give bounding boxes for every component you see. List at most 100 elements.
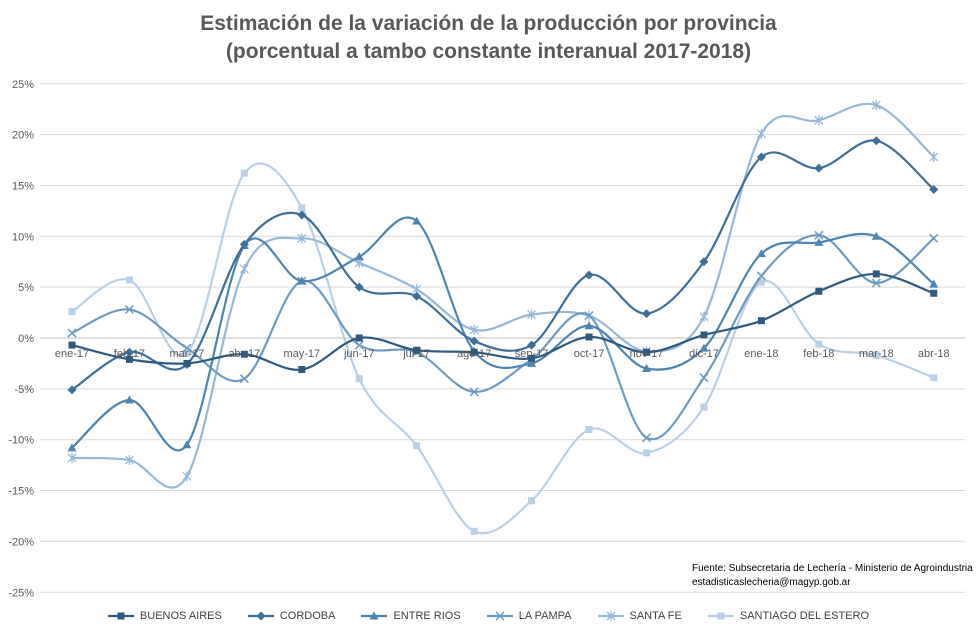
chart-title: Estimación de la variación de la producc… xyxy=(0,10,977,66)
y-tick-label: 0% xyxy=(18,333,34,345)
data-point xyxy=(643,348,650,356)
legend-item-santiago-del-estero: SANTIAGO DEL ESTERO xyxy=(707,610,870,622)
data-point xyxy=(182,440,192,449)
data-point xyxy=(125,276,133,284)
data-point xyxy=(930,374,938,382)
x-tick-label: nov-17 xyxy=(630,348,664,360)
data-point xyxy=(182,343,192,353)
legend-label: BUENOS AIRES xyxy=(139,610,222,622)
data-point xyxy=(872,351,880,359)
data-point xyxy=(871,278,881,288)
data-point xyxy=(412,216,422,225)
series-line xyxy=(71,272,935,371)
data-point xyxy=(814,115,824,126)
data-point xyxy=(239,239,249,249)
legend-item-santa-fe: SANTA FE xyxy=(597,610,682,622)
data-point xyxy=(183,349,191,357)
legend-item-cordoba: CORDOBA xyxy=(247,610,336,622)
data-point xyxy=(298,366,306,374)
data-point xyxy=(815,340,823,348)
y-tick-label: -5% xyxy=(14,384,34,396)
data-point xyxy=(297,210,307,220)
data-point xyxy=(757,317,765,325)
data-point xyxy=(240,169,248,177)
chart-title-line-1: Estimación de la variación de la producc… xyxy=(200,12,777,35)
legend-marker xyxy=(117,612,125,620)
data-point xyxy=(699,311,709,322)
data-point xyxy=(814,163,824,173)
data-point xyxy=(469,336,479,346)
data-point xyxy=(470,527,478,535)
data-point xyxy=(584,321,594,330)
data-point xyxy=(642,364,651,373)
data-point xyxy=(413,346,421,354)
data-point xyxy=(930,289,938,297)
data-point xyxy=(699,257,709,267)
data-point xyxy=(469,387,479,397)
data-point xyxy=(67,328,77,338)
x-tick-label: ene-17 xyxy=(55,348,89,360)
data-point xyxy=(699,343,709,352)
x-tick-label: feb-18 xyxy=(803,348,834,360)
data-point xyxy=(757,278,765,286)
data-point xyxy=(756,152,766,162)
x-tick-label: feb-17 xyxy=(114,348,145,360)
data-point xyxy=(528,497,536,505)
y-tick-label: 15% xyxy=(12,180,34,192)
source-line-1: Fuente: Subsecretaria de Lechería - Mini… xyxy=(692,563,973,574)
legend-label: CORDOBA xyxy=(279,610,336,622)
data-point xyxy=(700,331,708,339)
data-point xyxy=(355,375,363,383)
x-tick-label: dic-17 xyxy=(689,348,719,360)
data-point xyxy=(929,233,939,243)
legend-marker xyxy=(369,611,379,620)
data-point xyxy=(354,340,364,350)
series-cordoba xyxy=(67,136,939,395)
data-point xyxy=(413,442,421,450)
x-tick-label: mar-18 xyxy=(859,348,894,360)
data-point xyxy=(354,282,364,292)
data-point xyxy=(469,324,479,335)
data-point xyxy=(124,455,134,466)
legend-marker xyxy=(717,612,725,620)
legend-label: ENTRE RIOS xyxy=(393,610,461,622)
data-point xyxy=(183,359,191,367)
data-point xyxy=(124,304,134,315)
y-tick-label: -10% xyxy=(8,435,34,447)
series-santiago-del-estero xyxy=(68,162,938,535)
data-point xyxy=(239,263,249,274)
data-point xyxy=(815,287,823,295)
data-point xyxy=(699,373,709,383)
data-point xyxy=(412,291,422,301)
series-line xyxy=(71,234,935,441)
x-tick-label: oct-17 xyxy=(574,348,605,360)
x-tick-label: jul-17 xyxy=(402,348,430,360)
data-point xyxy=(641,433,652,443)
series-buenos-aires xyxy=(68,270,938,374)
data-point xyxy=(929,279,939,288)
legend: BUENOS AIRES CORDOBA ENTRE RIOS LA PAMPA SAN… xyxy=(0,610,977,622)
series-santa-fe xyxy=(67,100,939,489)
data-point xyxy=(354,252,364,261)
data-point xyxy=(239,374,249,384)
legend-swatch xyxy=(597,611,624,621)
data-point xyxy=(929,151,939,162)
legend-item-entre-rios: ENTRE RIOS xyxy=(361,610,461,622)
data-point xyxy=(584,311,594,321)
x-tick-label: ago-17 xyxy=(457,348,491,360)
source-note: Fuente: Subsecretaria de Lechería - Mini… xyxy=(692,562,973,590)
data-point xyxy=(298,204,306,212)
legend-label: LA PAMPA xyxy=(518,610,572,622)
legend-label: SANTIAGO DEL ESTERO xyxy=(739,610,870,622)
data-point xyxy=(528,354,536,362)
series-group xyxy=(67,100,939,535)
chart-title-line-2: (porcentual a tambo constante interanual… xyxy=(225,40,752,63)
x-tick-label: ene-18 xyxy=(744,348,778,360)
y-tick-label: 20% xyxy=(12,130,34,142)
legend-item-buenos-aires: BUENOS AIRES xyxy=(107,610,222,622)
x-tick-label: jun-17 xyxy=(343,348,375,360)
data-point xyxy=(871,136,881,146)
data-point xyxy=(67,453,77,464)
data-point xyxy=(527,309,537,320)
